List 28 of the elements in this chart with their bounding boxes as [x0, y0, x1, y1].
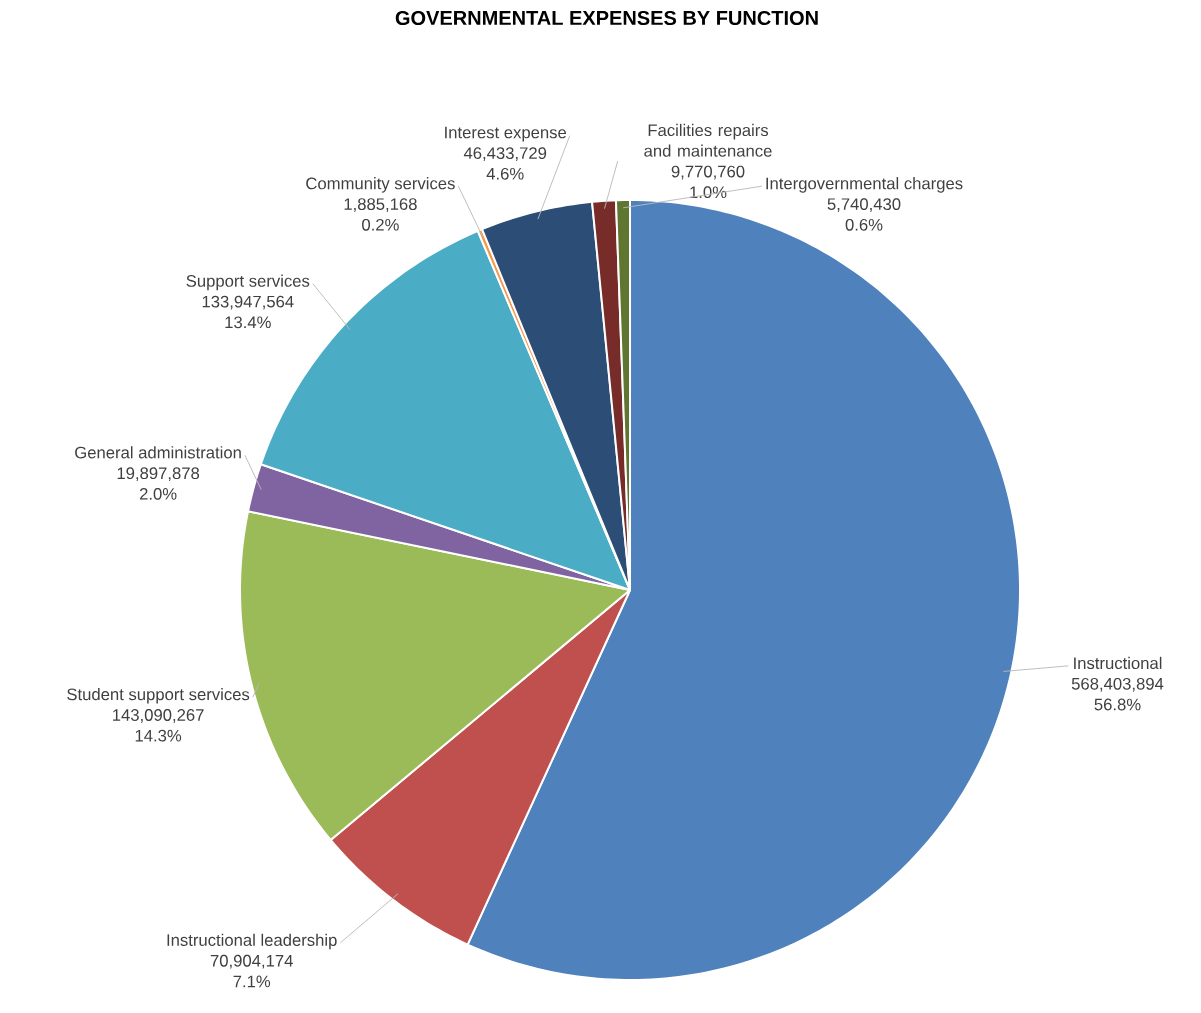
slice-label: Student support services	[67, 688, 250, 704]
slice-label: Intergovernmental charges	[766, 177, 963, 193]
slice-label: Instructional leadership	[167, 933, 337, 950]
data-label: 70,904,174	[210, 954, 293, 969]
text: 1.0%	[690, 186, 727, 199]
slice-label: Facilities repairs and maintenance	[644, 123, 772, 157]
text: 4.6%	[486, 167, 524, 180]
data-label: 143,090,267	[113, 709, 204, 723]
data-label: 9,770,760	[671, 165, 745, 180]
data-label: 133,947,564	[202, 295, 294, 310]
data-label: 1,885,168	[344, 198, 417, 212]
data-label: 19,897,878	[117, 467, 200, 482]
data-label: 568,403,894	[1071, 677, 1164, 692]
text: 7.1%	[233, 975, 271, 988]
data-label: 5,740,430	[827, 198, 901, 212]
text: 2.0%	[139, 487, 177, 500]
text: 14.3%	[135, 729, 182, 742]
slice-label: Community services	[306, 177, 455, 193]
text: 0.6%	[845, 218, 883, 231]
slice-label: General administration	[75, 446, 241, 459]
text: 0.2%	[362, 218, 399, 231]
slice-label: Interest expense	[445, 126, 567, 142]
slice-label: Support services	[186, 274, 310, 291]
data-label: 46,433,729	[463, 147, 547, 161]
text: 13.4%	[225, 316, 271, 329]
chart-title: GOVERNMENTAL EXPENSES BY FUNCTION	[395, 10, 818, 26]
slice-label: Instructional	[1074, 656, 1162, 670]
text: 56.8%	[1094, 698, 1141, 711]
